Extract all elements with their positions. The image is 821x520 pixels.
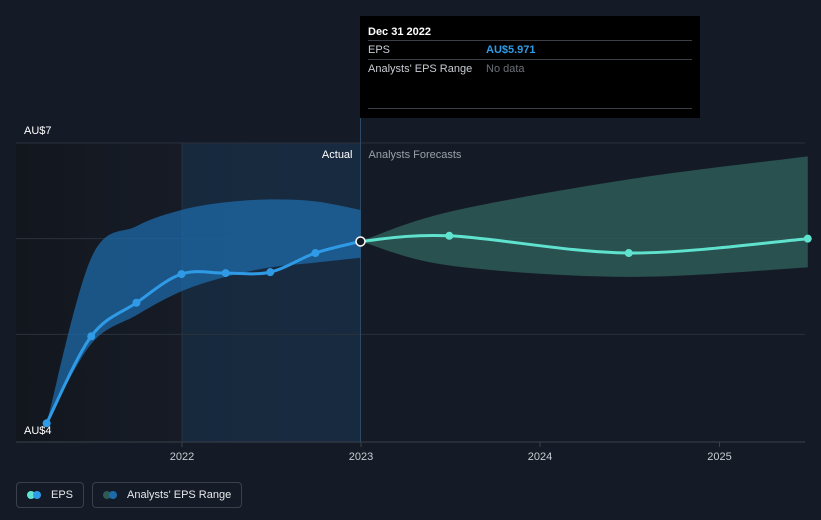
- legend-range-dot-forecast: [103, 491, 112, 499]
- legend-range-swatch: [103, 491, 119, 499]
- legend-eps-dot-forecast: [27, 491, 35, 499]
- y-axis-label-bottom: AU$4: [24, 425, 52, 437]
- eps-line-forecast: [359, 233, 810, 255]
- tooltip-divider: [368, 108, 692, 109]
- legend-range-dot-actual: [109, 491, 118, 499]
- legend-eps-swatch: [27, 491, 43, 499]
- tooltip-row-eps: EPS AU$5.971: [368, 40, 692, 59]
- legend-eps-dot-actual: [33, 491, 41, 499]
- actual-label: Actual: [322, 149, 353, 161]
- eps-point: [87, 332, 96, 341]
- range-band-actual: [46, 199, 361, 424]
- y-axis-label-top: AU$7: [24, 125, 52, 137]
- legend-range-label: Analysts' EPS Range: [127, 489, 232, 501]
- x-tick-label-2025: 2025: [707, 451, 731, 463]
- tooltip-eps-label: EPS: [368, 44, 391, 56]
- x-tick-label-2023: 2023: [349, 451, 373, 463]
- chart-legend: EPS Analysts' EPS Range: [16, 482, 243, 508]
- eps-point: [445, 231, 454, 240]
- legend-item-eps[interactable]: EPS: [16, 482, 85, 508]
- eps-point: [132, 298, 141, 307]
- x-tick-label-2024: 2024: [528, 451, 552, 463]
- highlight-band: [182, 143, 361, 442]
- tooltip-eps-value: AU$5.971: [486, 44, 536, 56]
- legend-eps-label: EPS: [51, 489, 74, 501]
- tooltip-panel: Dec 31 2022 EPS AU$5.971 Analysts' EPS R…: [360, 16, 700, 118]
- eps-point: [803, 234, 812, 243]
- eps-point: [42, 419, 51, 428]
- tooltip-row-range: Analysts' EPS Range No data: [368, 59, 692, 78]
- eps-point: [311, 249, 320, 258]
- eps-point: [266, 268, 275, 277]
- x-tick-label-2022: 2022: [170, 451, 194, 463]
- eps-point: [221, 269, 230, 278]
- eps-point: [177, 270, 186, 279]
- tooltip-range-label: Analysts' EPS Range: [368, 63, 473, 75]
- range-band-forecast: [360, 156, 808, 277]
- legend-item-range[interactable]: Analysts' EPS Range: [92, 482, 243, 508]
- eps-point-highlight: [355, 236, 366, 247]
- tooltip-range-value: No data: [486, 63, 525, 75]
- eps-point: [624, 249, 633, 258]
- tooltip-date: Dec 31 2022: [368, 26, 431, 38]
- forecast-label: Analysts Forecasts: [369, 149, 462, 161]
